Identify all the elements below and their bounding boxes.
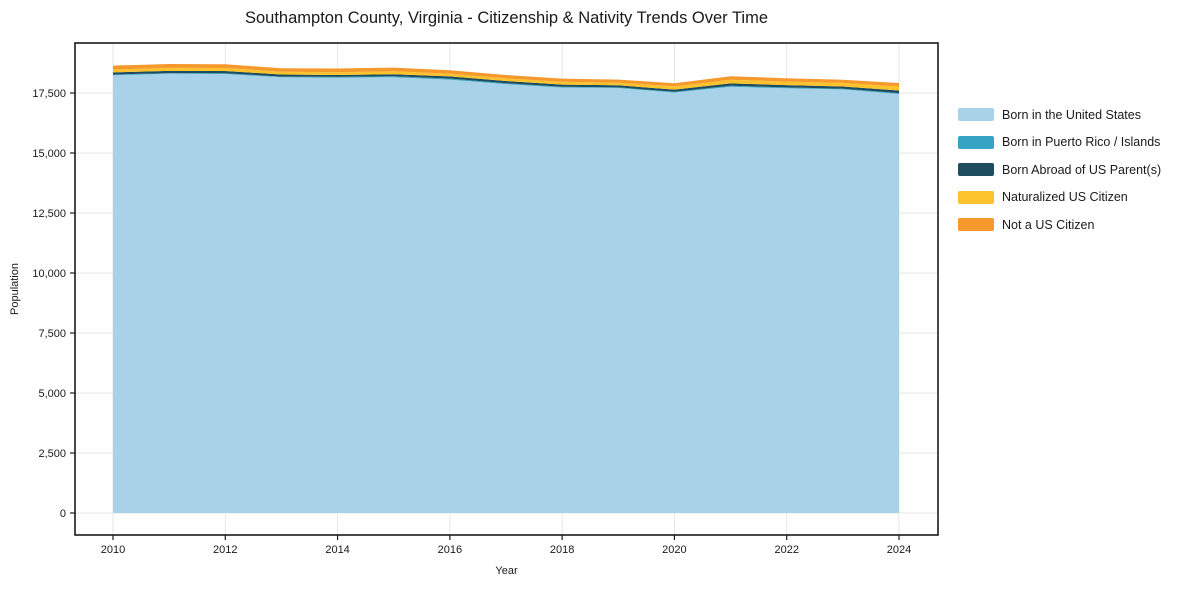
- legend-item: Naturalized US Citizen: [958, 184, 1161, 212]
- y-tick-label: 2,500: [38, 448, 66, 460]
- y-axis-label: Population: [9, 263, 21, 315]
- legend-item: Born in the United States: [958, 101, 1161, 129]
- x-axis-label: Year: [495, 565, 518, 577]
- legend-swatch-icon: [958, 190, 994, 204]
- x-tick-label: 2020: [662, 544, 686, 556]
- plot-frame: [74, 42, 939, 536]
- y-tick-label: 10,000: [32, 268, 66, 280]
- legend-label: Not a US Citizen: [1002, 217, 1095, 232]
- legend-swatch-icon: [958, 163, 994, 177]
- legend-label: Born Abroad of US Parent(s): [1002, 162, 1162, 177]
- x-tick-label: 2010: [101, 544, 125, 556]
- y-tick-label: 7,500: [38, 328, 66, 340]
- legend-item: Not a US Citizen: [958, 211, 1161, 239]
- y-tick-label: 0: [60, 508, 66, 520]
- legend-swatch-icon: [958, 108, 994, 122]
- y-tick-label: 17,500: [32, 88, 66, 100]
- x-tick-label: 2016: [438, 544, 462, 556]
- x-tick-label: 2022: [774, 544, 798, 556]
- legend-label: Naturalized US Citizen: [1002, 190, 1128, 205]
- x-tick-label: 2014: [325, 544, 349, 556]
- area-series-3: [113, 67, 899, 91]
- y-tick-label: 5,000: [38, 388, 66, 400]
- area-series-1: [113, 73, 899, 94]
- legend: Born in the United States Born in Puerto …: [958, 101, 1161, 239]
- area-series-2: [113, 70, 899, 94]
- legend-label: Born in Puerto Rico / Islands: [1002, 135, 1161, 150]
- x-tick-label: 2024: [887, 544, 911, 556]
- y-tick-label: 15,000: [32, 148, 66, 160]
- chart-title: Southampton County, Virginia - Citizensh…: [244, 9, 769, 27]
- legend-item: Born in Puerto Rico / Islands: [958, 129, 1161, 157]
- x-tick-label: 2018: [550, 544, 574, 556]
- area-series-0: [113, 73, 899, 514]
- legend-item: Born Abroad of US Parent(s): [958, 156, 1161, 184]
- y-tick-label: 12,500: [32, 208, 66, 220]
- x-tick-label: 2012: [213, 544, 237, 556]
- legend-swatch-icon: [958, 135, 994, 149]
- area-series-4: [113, 64, 899, 87]
- legend-swatch-icon: [958, 218, 994, 232]
- legend-label: Born in the United States: [1002, 107, 1141, 122]
